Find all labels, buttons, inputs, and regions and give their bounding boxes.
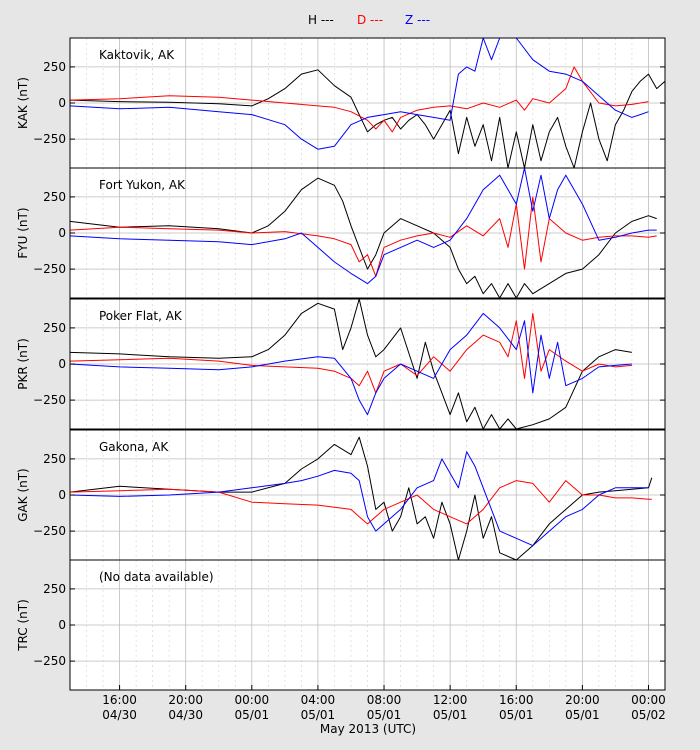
panel-3: 250 0 −250 Gakona, AK GAK (nT) [16,429,666,561]
y-tick-label: −250 [33,393,66,407]
y-tick-label: 0 [58,618,66,632]
y-tick-label: −250 [33,262,66,276]
station-label: Fort Yukon, AK [99,178,186,192]
y-tick-label: 250 [43,190,66,204]
x-tick-time: 16:00 [499,693,534,707]
x-tick-time: 00:00 [631,693,666,707]
x-tick-date: 05/01 [433,708,468,722]
x-axis: 16:0004/3020:0004/3000:0005/0104:0005/01… [102,685,666,722]
series-z-line [69,37,649,150]
series-d-line [69,66,649,133]
station-label: Gakona, AK [99,440,169,454]
y-tick-label: 250 [43,452,66,466]
legend-d: D --- [357,13,383,27]
legend-h: H --- [308,13,334,27]
x-tick-date: 05/01 [367,708,402,722]
series-d-line [69,196,657,277]
x-tick-time: 08:00 [367,693,402,707]
station-label: Kaktovik, AK [99,48,175,62]
panel-1: 250 0 −250 Fort Yukon, AK FYU (nT) [16,167,666,299]
y-tick-label: 0 [58,488,66,502]
legend-z: Z --- [405,13,430,27]
x-tick-time: 00:00 [235,693,270,707]
panels: 250 0 −250 Kaktovik, AK KAK (nT) 250 0 −250 Fort… [16,37,666,691]
y-tick-label: 0 [58,357,66,371]
station-label: (No data available) [99,570,214,584]
x-axis-label: May 2013 (UTC) [320,722,416,736]
y-tick-label: 250 [43,321,66,335]
y-tick-label: −250 [33,132,66,146]
y-tick-label: −250 [33,654,66,668]
y-tick-label: 250 [43,582,66,596]
y-axis-label: GAK (nT) [16,468,30,522]
y-tick-label: 0 [58,96,66,110]
y-axis-label: TRC (nT) [16,599,30,652]
y-tick-label: 250 [43,60,66,74]
y-tick-label: −250 [33,524,66,538]
x-tick-date: 05/02 [631,708,666,722]
series-z-line [69,451,649,547]
x-tick-time: 12:00 [433,693,468,707]
x-tick-date: 05/01 [499,708,534,722]
y-axis-label: KAK (nT) [16,77,30,129]
y-tick-label: 0 [58,226,66,240]
x-tick-time: 20:00 [565,693,600,707]
x-tick-date: 04/30 [102,708,137,722]
x-tick-time: 04:00 [301,693,336,707]
series-d-line [69,480,652,525]
series-z-line [69,312,632,416]
series-z-line [69,167,657,285]
x-tick-time: 20:00 [168,693,203,707]
x-tick-date: 04/30 [168,708,203,722]
series-h-line [69,177,657,299]
panel-4: 250 0 −250 (No data available) TRC (nT) [16,559,666,691]
series-h-line [69,69,666,169]
legend: H --- D --- Z --- [308,13,430,27]
series-h-line [69,436,653,561]
series-h-line [69,298,632,430]
series-d-line [69,312,632,394]
x-tick-time: 16:00 [102,693,137,707]
y-axis-label: PKR (nT) [16,338,30,390]
x-tick-date: 05/01 [301,708,336,722]
panel-2: 250 0 −250 Poker Flat, AK PKR (nT) [16,298,666,430]
x-tick-date: 05/01 [565,708,600,722]
x-tick-date: 05/01 [235,708,270,722]
panel-0: 250 0 −250 Kaktovik, AK KAK (nT) [16,37,666,169]
y-axis-label: FYU (nT) [16,207,30,258]
station-label: Poker Flat, AK [99,309,183,323]
